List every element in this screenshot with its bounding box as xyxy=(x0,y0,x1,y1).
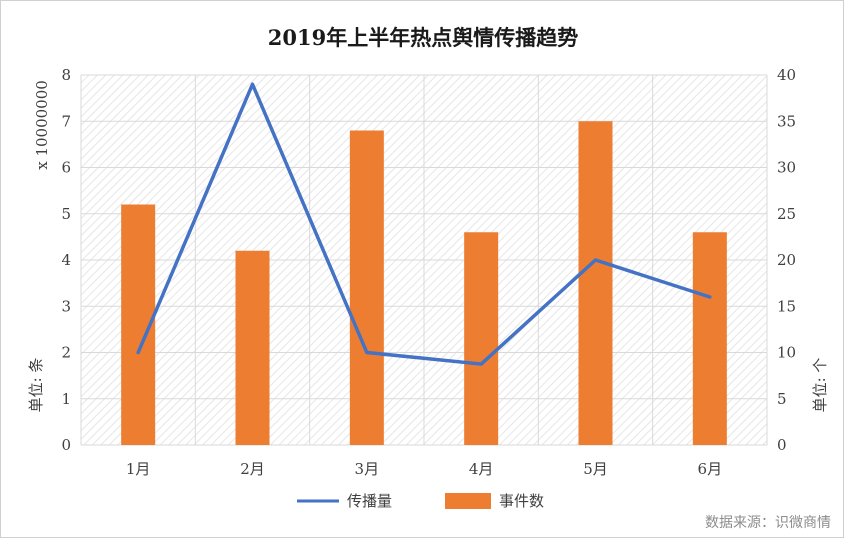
x-tick-label: 5月 xyxy=(583,460,608,478)
right-tick-label: 15 xyxy=(777,297,796,315)
left-tick-label: 3 xyxy=(61,297,71,315)
gridlines xyxy=(80,74,768,446)
legend: 传播量 事件数 xyxy=(297,492,544,510)
bar-series-group xyxy=(121,121,727,445)
line-series-path xyxy=(136,82,712,366)
line-series-group xyxy=(136,82,712,366)
left-tick-label: 1 xyxy=(61,390,71,408)
bar xyxy=(692,232,727,445)
right-axis-ticks: 0 5 10 15 20 25 30 35 40 xyxy=(777,66,796,454)
legend-swatch-bar xyxy=(445,493,491,509)
source-note: 数据来源：识微商情 xyxy=(705,515,831,531)
right-tick-label: 0 xyxy=(777,436,787,454)
right-tick-label: 35 xyxy=(777,112,796,130)
bar xyxy=(349,130,384,445)
legend-label-bar: 事件数 xyxy=(499,492,544,510)
bar xyxy=(578,121,613,445)
right-tick-label: 5 xyxy=(777,390,787,408)
left-axis-ticks: 0 1 2 3 4 5 6 7 8 xyxy=(61,66,71,454)
left-tick-label: 2 xyxy=(61,344,71,362)
chart-title: 2019年上半年热点舆情传播趋势 xyxy=(268,25,578,50)
left-axis-unit-label: 单位: 条 xyxy=(27,358,45,413)
x-tick-label: 3月 xyxy=(355,460,380,478)
bar xyxy=(235,250,270,445)
left-axis-scale-label: x 10000000 xyxy=(33,80,51,170)
left-tick-label: 7 xyxy=(61,112,71,130)
left-tick-label: 8 xyxy=(61,66,71,84)
right-tick-label: 40 xyxy=(777,66,796,84)
x-tick-label: 6月 xyxy=(698,460,723,478)
left-tick-label: 0 xyxy=(61,436,71,454)
left-tick-label: 4 xyxy=(61,251,71,269)
right-tick-label: 20 xyxy=(777,251,796,269)
left-tick-label: 6 xyxy=(61,159,71,177)
x-tick-label: 2月 xyxy=(240,460,265,478)
left-tick-label: 5 xyxy=(61,205,71,223)
bar xyxy=(464,232,499,445)
right-tick-label: 30 xyxy=(777,159,796,177)
x-tick-label: 1月 xyxy=(126,460,151,478)
right-axis-unit-label: 单位: 个 xyxy=(811,358,829,413)
x-axis-ticks: 1月 2月 3月 4月 5月 6月 xyxy=(126,460,722,478)
right-tick-label: 10 xyxy=(777,344,796,362)
right-tick-label: 25 xyxy=(777,205,796,223)
x-tick-label: 4月 xyxy=(469,460,494,478)
legend-label-line: 传播量 xyxy=(347,492,392,510)
